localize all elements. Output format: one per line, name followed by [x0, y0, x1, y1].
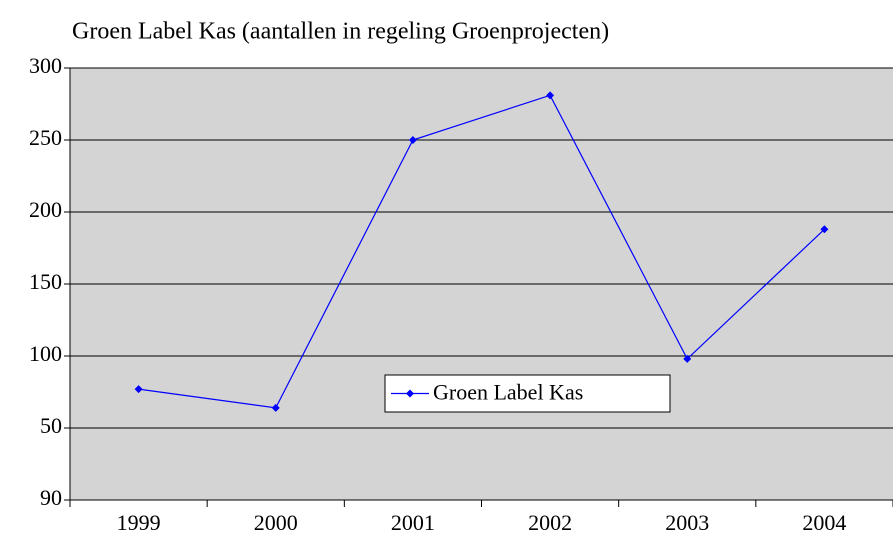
marker: [820, 225, 829, 234]
marker: [408, 136, 417, 144]
chart-title: Groen Label Kas (aantallen in regeling G…: [72, 19, 609, 45]
y-tick-label: 150: [29, 269, 62, 294]
marker: [546, 91, 555, 100]
y-tick-label: 250: [29, 125, 62, 150]
x-tick-label: 2001: [391, 510, 435, 535]
x-tick-label: 2003: [665, 510, 709, 535]
legend-label: Groen Label Kas: [433, 380, 583, 405]
y-tick-label: 300: [29, 53, 62, 78]
marker: [271, 403, 280, 412]
marker: [134, 385, 143, 394]
x-tick-label: 1999: [117, 510, 161, 535]
y-tick-label: 100: [29, 341, 62, 366]
marker: [683, 354, 692, 363]
x-tick-label: 2002: [528, 510, 572, 535]
legend-box: [384, 374, 671, 413]
y-tick-label: 200: [29, 197, 62, 222]
y-tick-label: 90: [40, 485, 62, 510]
series-line: [138, 94, 825, 409]
legend-marker: [406, 389, 414, 398]
x-tick-label: 2004: [802, 510, 846, 535]
x-tick-label: 2000: [254, 510, 298, 535]
y-tick-label: 50: [40, 413, 62, 438]
